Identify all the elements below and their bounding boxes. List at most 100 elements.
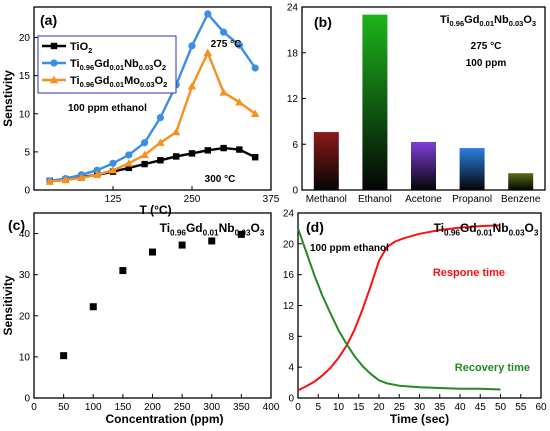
panel-c-title-sub: 0.03 <box>235 228 251 237</box>
panel-c-point <box>178 241 186 249</box>
panel-a-xtick-label: 375 <box>263 194 280 205</box>
panel-a-point <box>141 139 149 147</box>
panel-c-title-base: Nb <box>219 221 235 235</box>
panel-a-point <box>125 164 132 172</box>
panel-b-bar <box>459 148 485 190</box>
panel-b-ytick-label: 18 <box>287 48 299 59</box>
panel-a-point <box>141 160 148 168</box>
panel-a-ytick-label: 0 <box>24 186 30 197</box>
panel-d-title-base: Ti <box>434 221 444 235</box>
panel-a-point <box>172 127 181 136</box>
panel-d-ytick-label: 0 <box>288 394 294 405</box>
panel-c-ytick-label: 0 <box>24 394 30 405</box>
panel-b-category-label: Benzene <box>501 194 541 205</box>
panel-c-ytick-label: 10 <box>19 352 31 363</box>
panel-c-title-base: Ti <box>160 221 170 235</box>
legend-marker <box>50 42 58 50</box>
panel-a-point <box>251 64 259 72</box>
panel-d-title: Ti0.96Gd0.01Nb0.03O3 <box>434 221 539 237</box>
panel-b-bar <box>313 132 339 190</box>
panel-c-ylabel: Sensitivity <box>1 275 15 335</box>
panel-d-label: (d) <box>306 219 324 235</box>
panel-d-xtick-label: 20 <box>373 402 385 413</box>
panel-c-xtick-label: 50 <box>58 402 70 413</box>
panel-d-title-sub: 0.01 <box>477 228 493 237</box>
panel-a-legend: TiO2Ti0.96Gd0.01Nb0.03O2Ti0.96Gd0.01Mo0.… <box>37 35 177 94</box>
panel-c-title-base: Gd <box>186 221 203 235</box>
panel-b-ytick-label: 0 <box>292 186 298 197</box>
panel-a-point <box>252 154 259 161</box>
panel-c-xtick-label: 0 <box>31 402 37 413</box>
panel-d-xlabel: Time (sec) <box>390 412 449 426</box>
panel-d-ytick-label: 8 <box>288 332 294 343</box>
legend-label-base: TiO <box>70 41 89 53</box>
panel-a-ytick-label: 5 <box>24 147 30 158</box>
legend-label: Ti0.96Gd0.01Nb0.03O2 <box>70 58 166 72</box>
panel-c-ytick-label: 40 <box>19 229 31 240</box>
panel-b-title-base: Ti <box>440 14 450 26</box>
panel-a-label: (a) <box>40 12 57 28</box>
legend-label-base: O <box>155 75 164 87</box>
panel-a-point <box>204 10 212 18</box>
panel-c-point <box>237 230 245 238</box>
panel-b-category-label: Methanol <box>306 194 347 205</box>
panel-a-point <box>220 144 227 152</box>
panel-b-label: (b) <box>314 14 332 30</box>
panel-d-xtick-label: 15 <box>353 402 365 413</box>
panel-c-xtick-label: 400 <box>263 402 280 413</box>
panel-a-xtick-label: 250 <box>184 194 201 205</box>
panel-d-title-base: O <box>525 221 534 235</box>
panel-d-title-sub: 0.03 <box>509 228 525 237</box>
panel-c-ytick-label: 30 <box>19 270 31 281</box>
panel-d-xtick-label: 60 <box>535 402 547 413</box>
panel-a-point <box>140 150 149 159</box>
panel-d-xtick-label: 5 <box>315 402 321 413</box>
panel-b-category-label: Propanol <box>452 194 492 205</box>
legend-label-base: Mo <box>124 75 140 87</box>
panel-b-bar <box>411 141 436 190</box>
panel-d-xtick-label: 30 <box>414 402 426 413</box>
panel-b-annot-temp: 275 °C <box>471 41 502 52</box>
panel-d-xtick-label: 55 <box>515 402 527 413</box>
panel-a-point <box>157 157 164 164</box>
panel-d-xtick-label: 0 <box>295 402 301 413</box>
panel-b-title-sub: 0.96 <box>450 19 465 28</box>
panel-c-xtick-label: 100 <box>85 402 102 413</box>
panel-c-label: (c) <box>8 217 25 233</box>
legend-label-sub: 0.03 <box>139 63 154 72</box>
panel-a-point <box>61 175 70 184</box>
panel-a-point <box>77 173 86 181</box>
panel-d-ytick-label: 20 <box>283 239 295 250</box>
panel-c-xlabel: Concentration (ppm) <box>106 412 224 426</box>
panel-a-point <box>235 98 244 106</box>
panel-a-point <box>125 151 133 159</box>
panel-c-frame <box>33 212 272 399</box>
panel-d-series-line <box>297 224 501 392</box>
legend-marker <box>50 59 58 67</box>
panel-a-point <box>251 109 260 117</box>
panel-d-annot-response: Respone time <box>433 267 505 279</box>
panel-c-point <box>208 237 216 245</box>
panel-b-title-sub: 0.01 <box>479 19 494 28</box>
panel-d-ytick-label: 16 <box>283 270 295 281</box>
legend-label-base: Ti <box>70 58 80 70</box>
panel-c-title: Ti0.96Gd0.01Nb0.03O3 <box>160 221 265 237</box>
panel-b-title-sub: 3 <box>532 19 536 28</box>
panel-a-point <box>156 138 165 146</box>
panel-b-category-label: Ethanol <box>358 194 392 205</box>
panel-c-title-sub: 3 <box>260 228 265 237</box>
panel-d-xtick-label: 45 <box>475 402 487 413</box>
panel-a-point <box>124 159 133 167</box>
panel-c-point <box>119 267 127 275</box>
panel-c-title-sub: 0.96 <box>170 228 186 237</box>
panel-d-xtick-label: 10 <box>333 402 345 413</box>
panel-a-point <box>220 28 228 36</box>
panel-b-ytick-label: 6 <box>292 140 298 151</box>
legend-label-sub: 2 <box>162 63 166 72</box>
legend-label-base: Gd <box>94 75 109 87</box>
panel-c-xtick-label: 300 <box>203 402 220 413</box>
panel-b-bar <box>362 14 388 190</box>
panel-a-series-line <box>49 49 256 183</box>
panel-a-point <box>93 166 101 174</box>
